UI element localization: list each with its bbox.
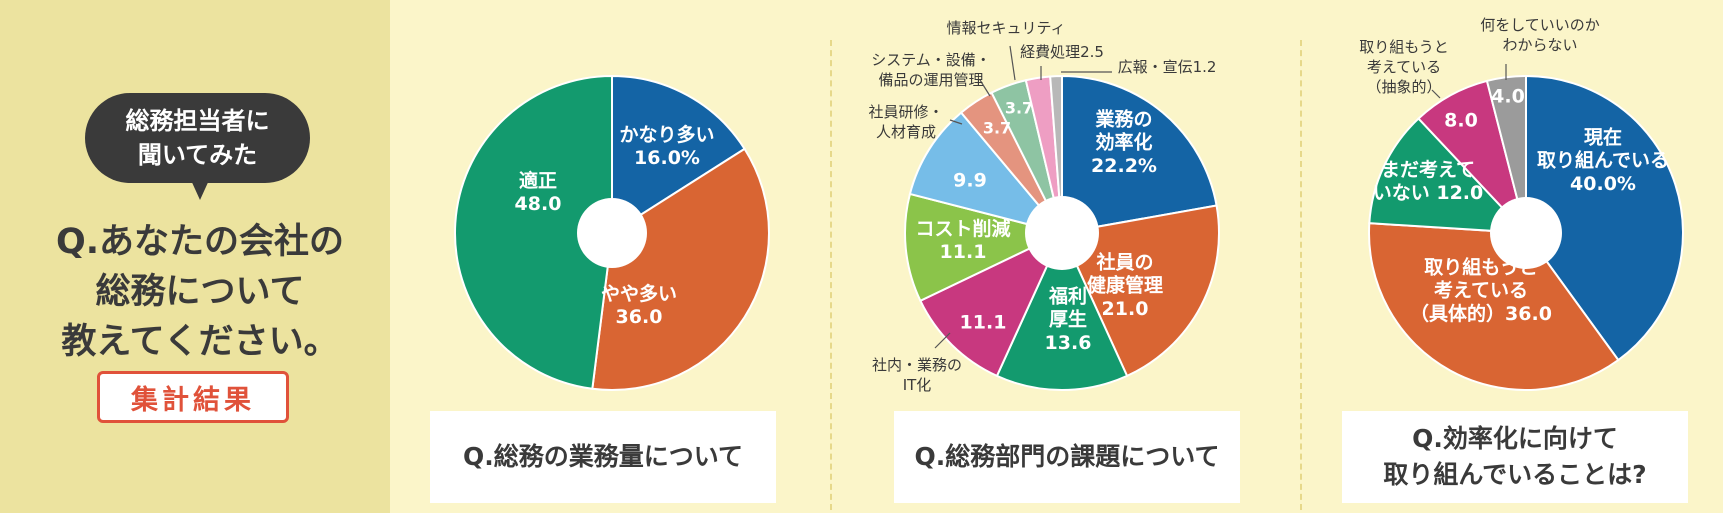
pie-2-outside-label-7-line-1: システム・設備・ [871, 51, 991, 69]
pie-1-label-3-line-2: 48.0 [515, 193, 562, 215]
pie-2-outside-label-4-line-1: 社内・業務の [872, 356, 962, 374]
pie-2-slice-1 [1061, 74, 1218, 235]
pie-3-label-3-line-2: いない 12.0 [1373, 182, 1484, 204]
question-2-line-1: Q.総務部門の課題について [914, 442, 1220, 471]
main-question-line-1: Q.あなたの会社の [55, 222, 345, 262]
pie-2-outside-label-6-line-2: 人材育成 [876, 123, 936, 141]
pie-2-outside-label-6-line-1: 社員研修・ [868, 103, 943, 121]
pie-1-hole [577, 198, 647, 268]
pie-2-label-2-line-3: 21.0 [1102, 298, 1149, 320]
pie-2-outside-label-4-line-2: IT化 [903, 376, 932, 394]
pie-2-leader-6 [949, 119, 963, 125]
pie-3-outside-label-4-line-1: 取り組もうと [1359, 38, 1449, 56]
pie-3-outside-label-5-line-2: わからない [1502, 36, 1577, 54]
pie-3-outside-label-4-line-3: （抽象的） [1366, 78, 1441, 96]
pie-2-slice-5 [904, 192, 1065, 303]
pie-1-label-2-line-2: 36.0 [616, 306, 663, 328]
pie-3-label-2-line-1: 取り組もうと [1424, 255, 1537, 278]
question-box-3: Q.効率化に向けて 取り組んでいることは? [1342, 411, 1688, 503]
question-box-1: Q.総務の業務量について [430, 411, 776, 503]
pie-2-label-2-line-2: 健康管理 [1087, 274, 1163, 297]
pie-2-slice-6 [908, 111, 1065, 235]
pie-2-slice-2 [1060, 204, 1220, 378]
pie-2-label-7-line-1: 3.7 [983, 119, 1011, 138]
pie-2-label-1-line-1: 業務の [1094, 107, 1152, 130]
pie-1-label-1-line-2: 16.0% [634, 147, 700, 169]
pie-3-label-1-line-1: 現在 [1584, 125, 1622, 148]
divider-1 [830, 40, 832, 510]
result-badge: 集計結果 [97, 371, 289, 423]
pie-1-slice-1 [611, 74, 746, 235]
bubble-line-1: 総務担当者に [125, 107, 270, 135]
pie-2-outside-label-10-line-1: 広報・宣伝1.2 [1118, 58, 1217, 76]
pie-2-slice-10 [1049, 74, 1063, 234]
question-3-line-2: 取り組んでいることは? [1383, 460, 1647, 489]
question-3-line-1: Q.効率化に向けて [1412, 424, 1618, 453]
pie-2-label-3-line-1: 福利 [1048, 284, 1087, 307]
pie-2-label-3-line-2: 厚生 [1049, 308, 1087, 331]
question-1-line-1: Q.総務の業務量について [462, 442, 743, 471]
bubble-line-2: 聞いてみた [137, 141, 258, 169]
pie-2-label-5-line-1: コスト削減 [915, 217, 1010, 240]
pie-1-slice-3 [454, 74, 613, 390]
pie-2-leader-7 [979, 79, 991, 97]
pie-2-hole [1025, 196, 1099, 270]
pie-2-label-1-line-3: 22.2% [1091, 155, 1157, 177]
pie-2-label-4-line-1: 11.1 [960, 312, 1007, 334]
pie-3-slice-3 [1368, 117, 1529, 235]
pie-3-slice-1 [1525, 74, 1684, 362]
speech-bubble: 総務担当者に 聞いてみた [85, 93, 310, 183]
main-question: Q.あなたの会社の 総務について 教えてください。 [40, 217, 360, 367]
pie-2-outside-label-8-line-1: 情報セキュリティ [946, 19, 1065, 37]
pie-2-leader-4 [934, 332, 951, 349]
pie-3-label-1-line-2: 取り組んでいる [1537, 149, 1669, 172]
pie-2-label-1-line-2: 効率化 [1095, 131, 1152, 154]
pie-1-label-1-line-1: かなり多い [619, 123, 714, 146]
main-question-line-2: 総務について [95, 272, 305, 312]
pie-2-label-5-line-2: 11.1 [940, 241, 987, 263]
pie-3-label-4-line-1: 8.0 [1444, 110, 1478, 132]
pie-2-outside-label-7-line-2: 備品の運用管理 [878, 71, 983, 89]
pie-3-label-2-line-3: （具体的）36.0 [1410, 302, 1552, 325]
divider-2 [1300, 40, 1302, 510]
pie-3-hole [1490, 197, 1562, 269]
pie-3-outside-label-5-line-1: 何をしていいのか [1480, 16, 1600, 34]
pie-2-label-8-line-1: 3.7 [1005, 99, 1033, 118]
pie-2-outside-label-9-line-1: 経費処理2.5 [1020, 43, 1104, 61]
pie-2-slice-4 [919, 230, 1065, 378]
main-question-line-3: 教えてください。 [61, 322, 339, 362]
pie-1-label-2-line-1: やや多い [601, 282, 677, 305]
pie-3-label-2-line-2: 考えている [1434, 280, 1528, 302]
pie-2-label-3-line-3: 13.6 [1045, 332, 1092, 354]
pie-2-label-6-line-1: 9.9 [953, 170, 987, 192]
pie-3-slice-2 [1368, 222, 1620, 391]
pie-1-slice-2 [591, 147, 770, 391]
pie-1-label-3-line-1: 適正 [519, 169, 557, 192]
pie-3-label-5-line-1: 4.0 [1491, 86, 1525, 108]
pie-2-leader-8 [1009, 45, 1016, 81]
pie-3-label-3-line-1: まだ考えて [1381, 159, 1475, 181]
pie-3-outside-label-4-line-2: 考えている [1367, 58, 1441, 76]
pie-2-label-2-line-1: 社員の [1095, 250, 1153, 273]
pie-3-label-1-line-3: 40.0% [1570, 173, 1636, 195]
speech-bubble-tail [190, 178, 210, 200]
question-box-2: Q.総務部門の課題について [894, 411, 1240, 503]
pie-3-leader-4 [1431, 89, 1441, 99]
left-panel: 総務担当者に 聞いてみた Q.あなたの会社の 総務について 教えてください。 集… [0, 0, 390, 513]
pie-2-slice-3 [995, 230, 1129, 391]
